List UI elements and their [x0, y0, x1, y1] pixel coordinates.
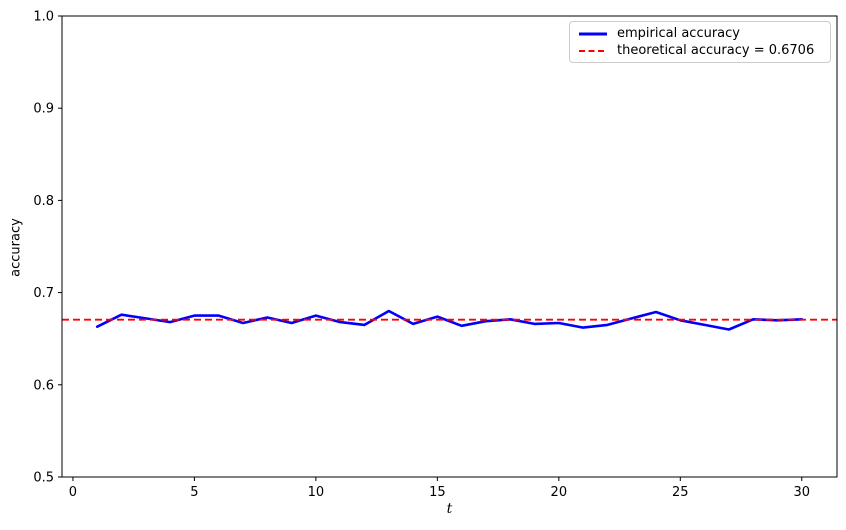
y-tick-label: 0.5: [33, 471, 54, 486]
legend-label-theoretical: theoretical accuracy = 0.6706: [617, 43, 815, 58]
y-tick-label: 1.0: [33, 10, 54, 25]
x-tick-label: 20: [551, 485, 568, 500]
legend-item-empirical: empirical accuracy: [578, 25, 822, 42]
y-tick-label: 0.6: [33, 378, 54, 393]
x-axis-label: t: [446, 501, 453, 517]
solid-line-icon: [579, 32, 607, 35]
x-tick-label: 10: [308, 485, 325, 500]
legend: empirical accuracy theoretical accuracy …: [569, 21, 831, 63]
y-tick-label: 0.9: [33, 102, 54, 117]
legend-label-empirical: empirical accuracy: [617, 26, 740, 41]
x-tick-label: 15: [429, 485, 446, 500]
x-tick-label: 25: [672, 485, 689, 500]
x-tick-label: 5: [190, 485, 198, 500]
x-tick-label: 0: [69, 485, 77, 500]
empirical-accuracy-line: [95, 309, 804, 331]
y-tick-label: 0.8: [33, 194, 54, 209]
x-tick-label: 30: [793, 485, 810, 500]
dashed-line-icon: [579, 49, 607, 52]
y-axis-label: accuracy: [8, 218, 24, 277]
y-tick-label: 0.7: [33, 286, 54, 301]
plot-border: [61, 15, 838, 478]
legend-item-theoretical: theoretical accuracy = 0.6706: [578, 42, 822, 59]
